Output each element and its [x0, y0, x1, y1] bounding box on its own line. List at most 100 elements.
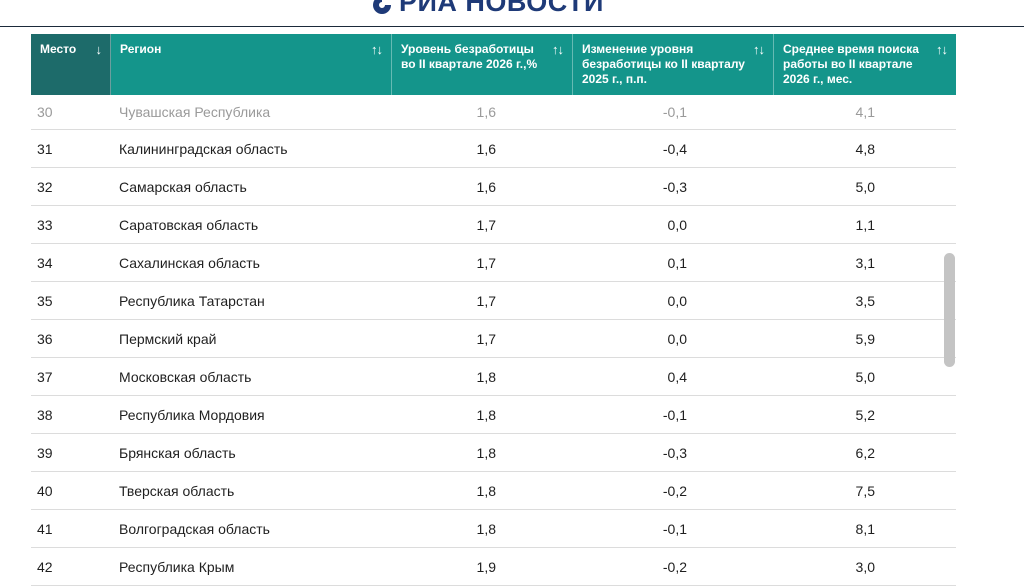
- region-cell: Сахалинская область: [119, 254, 260, 271]
- region-cell: Республика Татарстан: [119, 292, 265, 309]
- change-cell: -0,1: [662, 520, 687, 537]
- table-row: 32 Самарская область 1,6 -0,3 5,0: [31, 168, 956, 206]
- rate-cell: 1,7: [476, 292, 496, 309]
- region-cell: Калининградская область: [119, 140, 288, 157]
- table-row: 42 Республика Крым 1,9 -0,2 3,0: [31, 548, 956, 586]
- table-row: 31 Калининградская область 1,6 -0,4 4,8: [31, 130, 956, 168]
- region-cell: Республика Мордовия: [119, 406, 265, 423]
- region-cell: Волгоградская область: [119, 520, 270, 537]
- rate-cell: 1,7: [476, 330, 496, 347]
- column-header-job-search-time[interactable]: Среднее время поиска работы во II кварта…: [774, 34, 956, 95]
- column-header-unemployment-rate[interactable]: Уровень безработицы во II квартале 2026 …: [392, 34, 573, 95]
- column-label: Изменение уровня безработицы ко II кварт…: [582, 42, 745, 86]
- rank-cell: 41: [37, 520, 53, 537]
- time-cell: 4,1: [855, 104, 875, 120]
- rate-cell: 1,6: [476, 104, 496, 120]
- change-cell: 0,0: [667, 330, 687, 347]
- region-cell: Саратовская область: [119, 216, 259, 233]
- table-row: 37 Московская область 1,8 0,4 5,0: [31, 358, 956, 396]
- sort-icon[interactable]: ↑↓: [371, 42, 383, 57]
- rank-cell: 34: [37, 254, 53, 271]
- rank-cell: 31: [37, 140, 53, 157]
- rate-cell: 1,8: [476, 444, 496, 461]
- rank-cell: 32: [37, 178, 53, 195]
- change-cell: -0,3: [662, 444, 687, 461]
- sort-icon[interactable]: ↑↓: [552, 42, 564, 57]
- scrollbar-thumb[interactable]: [944, 253, 955, 367]
- column-label: Регион: [120, 42, 162, 56]
- table-body: 30 Чувашская Республика 1,6 -0,1 4,1 31 …: [31, 95, 956, 586]
- rank-cell: 38: [37, 406, 53, 423]
- sort-icon[interactable]: ↑↓: [753, 42, 765, 57]
- table-row: 33 Саратовская область 1,7 0,0 1,1: [31, 206, 956, 244]
- rate-cell: 1,7: [476, 254, 496, 271]
- table-row: 40 Тверская область 1,8 -0,2 7,5: [31, 472, 956, 510]
- brand-header: РИА НОВОСТИ: [0, 0, 1024, 27]
- rank-cell: 40: [37, 482, 53, 499]
- rate-cell: 1,6: [476, 140, 496, 157]
- ria-logo[interactable]: РИА НОВОСТИ: [371, 0, 604, 16]
- rank-cell: 39: [37, 444, 53, 461]
- change-cell: 0,0: [667, 216, 687, 233]
- change-cell: -0,1: [662, 406, 687, 423]
- time-cell: 8,1: [855, 520, 875, 537]
- rate-cell: 1,8: [476, 406, 496, 423]
- change-cell: 0,4: [667, 368, 687, 385]
- table-row: 38 Республика Мордовия 1,8 -0,1 5,2: [31, 396, 956, 434]
- time-cell: 3,0: [855, 558, 875, 575]
- time-cell: 3,1: [855, 254, 875, 271]
- change-cell: -0,4: [662, 140, 687, 157]
- column-label: Уровень безработицы во II квартале 2026 …: [401, 42, 538, 71]
- region-cell: Тверская область: [119, 482, 235, 499]
- region-cell: Самарская область: [119, 178, 247, 195]
- time-cell: 7,5: [855, 482, 875, 499]
- change-cell: -0,2: [662, 558, 687, 575]
- change-cell: -0,1: [662, 104, 687, 120]
- time-cell: 1,1: [855, 216, 875, 233]
- table-row: 30 Чувашская Республика 1,6 -0,1 4,1: [31, 95, 956, 130]
- rank-cell: 33: [37, 216, 53, 233]
- rate-cell: 1,8: [476, 482, 496, 499]
- region-cell: Республика Крым: [119, 558, 235, 575]
- time-cell: 5,0: [855, 368, 875, 385]
- region-cell: Московская область: [119, 368, 252, 385]
- table-header: Место ↓ Регион ↑↓ Уровень безработицы во…: [31, 34, 956, 95]
- time-cell: 4,8: [855, 140, 875, 157]
- table-row: 41 Волгоградская область 1,8 -0,1 8,1: [31, 510, 956, 548]
- rank-cell: 36: [37, 330, 53, 347]
- column-label: Место: [40, 42, 77, 56]
- column-header-rate-change[interactable]: Изменение уровня безработицы ко II кварт…: [573, 34, 774, 95]
- time-cell: 5,0: [855, 178, 875, 195]
- change-cell: 0,1: [667, 254, 687, 271]
- change-cell: -0,3: [662, 178, 687, 195]
- table-row: 36 Пермский край 1,7 0,0 5,9: [31, 320, 956, 358]
- time-cell: 6,2: [855, 444, 875, 461]
- rank-cell: 30: [37, 104, 53, 120]
- table-row: 39 Брянская область 1,8 -0,3 6,2: [31, 434, 956, 472]
- time-cell: 5,9: [855, 330, 875, 347]
- time-cell: 5,2: [855, 406, 875, 423]
- column-header-region[interactable]: Регион ↑↓: [111, 34, 392, 95]
- sort-icon[interactable]: ↑↓: [936, 42, 948, 57]
- column-label: Среднее время поиска работы во II кварта…: [783, 42, 919, 86]
- rate-cell: 1,8: [476, 368, 496, 385]
- change-cell: -0,2: [662, 482, 687, 499]
- rate-cell: 1,6: [476, 178, 496, 195]
- region-cell: Пермский край: [119, 330, 217, 347]
- rate-cell: 1,8: [476, 520, 496, 537]
- region-cell: Брянская область: [119, 444, 236, 461]
- table-row: 34 Сахалинская область 1,7 0,1 3,1: [31, 244, 956, 282]
- brand-name: РИА НОВОСТИ: [399, 0, 604, 17]
- rank-cell: 42: [37, 558, 53, 575]
- rate-cell: 1,9: [476, 558, 496, 575]
- time-cell: 3,5: [855, 292, 875, 309]
- table-row: 35 Республика Татарстан 1,7 0,0 3,5: [31, 282, 956, 320]
- sort-desc-icon[interactable]: ↓: [95, 42, 102, 57]
- ria-logo-icon: [373, 0, 391, 14]
- column-header-rank[interactable]: Место ↓: [31, 34, 111, 95]
- change-cell: 0,0: [667, 292, 687, 309]
- unemployment-table: Место ↓ Регион ↑↓ Уровень безработицы во…: [31, 34, 956, 586]
- rank-cell: 37: [37, 368, 53, 385]
- rate-cell: 1,7: [476, 216, 496, 233]
- rank-cell: 35: [37, 292, 53, 309]
